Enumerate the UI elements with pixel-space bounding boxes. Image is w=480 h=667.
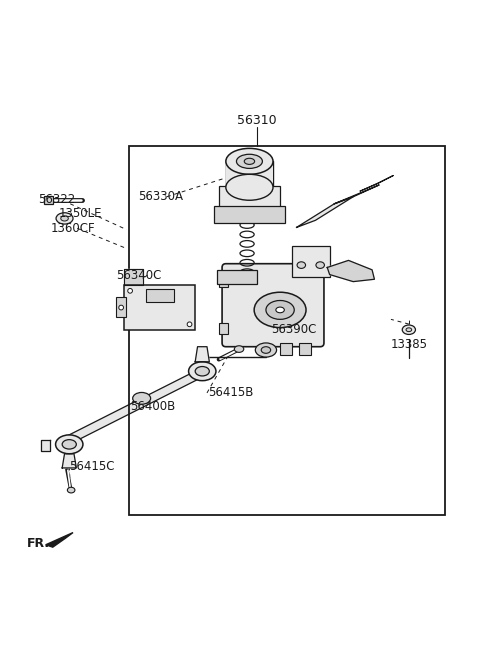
Bar [299,343,311,355]
Ellipse shape [406,328,412,331]
Polygon shape [124,269,144,285]
Bar [226,160,273,187]
Text: 56390C: 56390C [271,323,316,336]
Ellipse shape [261,347,271,354]
Ellipse shape [276,307,284,313]
Polygon shape [46,532,73,547]
Ellipse shape [297,262,306,268]
Ellipse shape [234,346,244,352]
Bar [219,186,280,209]
Ellipse shape [244,158,254,164]
FancyBboxPatch shape [222,263,324,347]
Bar [214,206,285,223]
Text: 56330A: 56330A [138,190,183,203]
Ellipse shape [56,213,73,224]
Ellipse shape [62,440,76,449]
Text: 13385: 13385 [390,338,427,352]
Bar [44,196,53,204]
Bar [292,246,330,277]
Bar [219,323,228,334]
Text: 56310: 56310 [237,114,276,127]
Ellipse shape [402,325,416,334]
Text: 56340C: 56340C [116,269,161,281]
Bar [280,343,292,355]
Polygon shape [327,260,374,281]
Ellipse shape [119,305,123,310]
Ellipse shape [67,488,75,493]
Bar [124,285,195,330]
Ellipse shape [187,322,192,327]
Text: 56322: 56322 [38,193,75,205]
Text: 1360CF: 1360CF [50,222,95,235]
Ellipse shape [195,367,209,376]
Ellipse shape [56,435,83,454]
Ellipse shape [237,154,263,168]
Polygon shape [247,267,278,284]
Polygon shape [297,197,353,227]
Ellipse shape [128,288,132,293]
Bar [145,289,174,302]
Text: 56415B: 56415B [208,386,253,400]
Polygon shape [62,454,76,468]
Bar [219,275,228,287]
Polygon shape [41,440,50,452]
Ellipse shape [254,292,306,327]
Bar [116,297,126,317]
Polygon shape [62,370,202,446]
Ellipse shape [255,343,276,357]
Polygon shape [335,185,379,204]
Polygon shape [360,175,393,191]
Ellipse shape [189,362,216,381]
Text: 56415C: 56415C [69,460,115,473]
Ellipse shape [316,262,324,268]
Polygon shape [195,347,209,362]
Ellipse shape [61,216,68,221]
Text: 1350LE: 1350LE [59,207,102,219]
Text: FR.: FR. [27,536,50,550]
Ellipse shape [266,300,294,319]
Ellipse shape [226,148,273,174]
Ellipse shape [132,392,151,404]
Bar [217,270,257,284]
Bar [129,146,445,515]
Ellipse shape [226,174,273,200]
Text: 56400B: 56400B [131,400,176,413]
